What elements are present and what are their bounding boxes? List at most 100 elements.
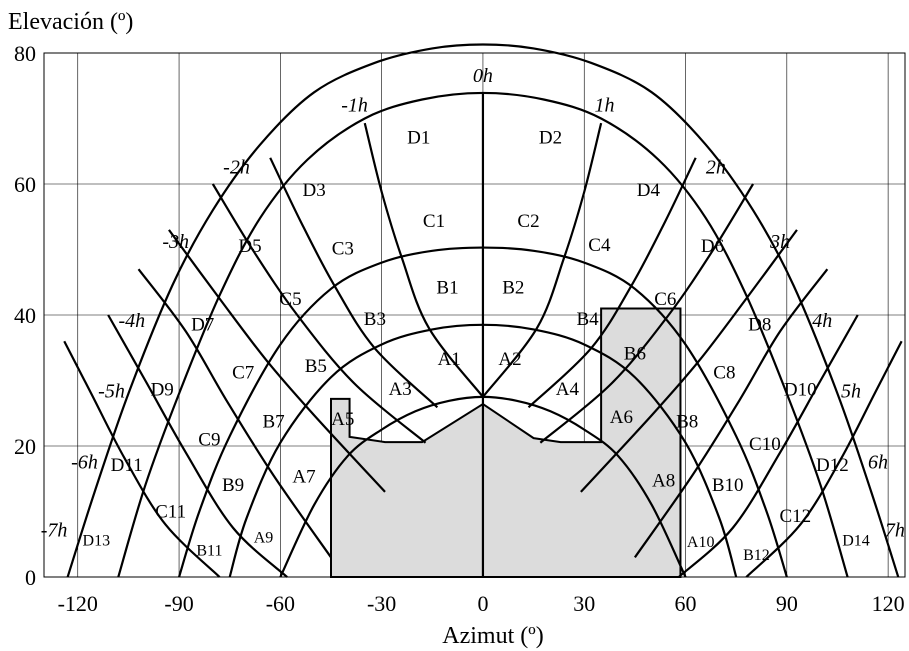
zone-label-B10: B10 xyxy=(712,475,744,496)
zone-label-C5: C5 xyxy=(279,289,301,310)
zone-label-A2: A2 xyxy=(498,349,521,370)
hour-line-2h xyxy=(527,157,697,409)
hour-line--7h xyxy=(63,340,221,578)
zone-label-B1: B1 xyxy=(436,277,458,298)
zone-label-B7: B7 xyxy=(263,412,285,433)
zone-label-D10: D10 xyxy=(784,380,817,401)
hour-label--6h: -6h xyxy=(71,451,98,473)
x-tick-label--90: -90 xyxy=(164,591,193,616)
zone-label-D8: D8 xyxy=(748,315,771,336)
hour-label-3h: 3h xyxy=(769,231,790,253)
y-tick-label-40: 40 xyxy=(14,303,36,328)
hour-line--4h xyxy=(168,229,386,493)
hour-label--7h: -7h xyxy=(41,519,68,541)
zone-label-C11: C11 xyxy=(155,501,186,522)
zone-label-A8: A8 xyxy=(652,471,675,492)
sun-path-curves xyxy=(63,43,903,578)
zone-label-C2: C2 xyxy=(517,211,539,232)
y-tick-label-60: 60 xyxy=(14,172,36,197)
hour-line-4h xyxy=(580,229,798,493)
hour-label-5h: 5h xyxy=(841,381,861,403)
hour-label-0h: 0h xyxy=(473,65,493,87)
x-tick-label--120: -120 xyxy=(58,591,98,616)
hour-line-6h xyxy=(678,314,859,578)
zone-label-B3: B3 xyxy=(364,309,386,330)
hour-label--1h: -1h xyxy=(341,94,368,116)
zone-label-C3: C3 xyxy=(332,239,354,260)
zone-label-A6: A6 xyxy=(610,407,633,428)
zone-label-C9: C9 xyxy=(198,429,220,450)
zone-label-D5: D5 xyxy=(238,236,261,257)
y-tick-label-0: 0 xyxy=(25,565,36,590)
zone-label-C1: C1 xyxy=(423,211,445,232)
zone-label-D12: D12 xyxy=(816,455,849,476)
zone-label-B6: B6 xyxy=(624,344,646,365)
horizon-obstruction-layer xyxy=(330,307,682,578)
zone-label-D3: D3 xyxy=(302,180,325,201)
zone-label-C12: C12 xyxy=(779,506,811,527)
zone-label-D2: D2 xyxy=(539,127,562,148)
x-tick-label-90: 90 xyxy=(776,591,798,616)
zone-label-C7: C7 xyxy=(232,363,254,384)
zone-label-D14: D14 xyxy=(842,533,870,550)
zone-label-A7: A7 xyxy=(292,467,315,488)
sun-path-E xyxy=(66,43,900,578)
y-tick-label-20: 20 xyxy=(14,434,36,459)
hour-label-7h: 7h xyxy=(885,519,905,541)
zone-label-D9: D9 xyxy=(151,380,174,401)
zone-label-C4: C4 xyxy=(588,235,611,256)
x-tick-label--60: -60 xyxy=(266,591,295,616)
hour-line-7h xyxy=(745,340,903,578)
hour-line--6h xyxy=(107,314,288,578)
hour-label--4h: -4h xyxy=(118,310,145,332)
hour-label-6h: 6h xyxy=(868,451,888,473)
hour-line-3h xyxy=(539,183,755,444)
x-tick-label-60: 60 xyxy=(675,591,697,616)
zone-label-B8: B8 xyxy=(676,412,698,433)
hour-line--2h xyxy=(269,157,439,409)
x-tick-label-120: 120 xyxy=(872,591,905,616)
zone-label-D7: D7 xyxy=(191,315,214,336)
zone-label-D1: D1 xyxy=(407,127,430,148)
zone-label-C6: C6 xyxy=(654,289,676,310)
zone-label-D13: D13 xyxy=(83,533,111,550)
zone-label-D6: D6 xyxy=(701,236,724,257)
hour-label--5h: -5h xyxy=(98,381,125,403)
hour-label-2h: 2h xyxy=(706,157,726,179)
hour-line--3h xyxy=(211,183,427,444)
zone-label-A1: A1 xyxy=(438,349,461,370)
zone-label-A4: A4 xyxy=(556,379,580,400)
zone-label-A5: A5 xyxy=(331,409,354,430)
x-tick-label--30: -30 xyxy=(367,591,396,616)
zone-label-B11: B11 xyxy=(196,542,222,559)
zone-label-D11: D11 xyxy=(111,455,143,476)
hour-line--5h xyxy=(137,268,332,558)
hour-line--1h xyxy=(363,122,484,398)
chart-labels: D1 D2 D3 D4 D5 D6 D7 D8 D9 D10 D11 D12 D13 D14 C1 C2 C3 C… xyxy=(41,65,905,564)
y-tick-label-80: 80 xyxy=(14,41,36,66)
zone-label-B4: B4 xyxy=(577,309,600,330)
zone-label-A10: A10 xyxy=(687,534,715,551)
zone-label-C10: C10 xyxy=(749,434,781,455)
horizon-obstruction xyxy=(330,307,682,578)
y-axis-title: Elevación (º) xyxy=(8,9,133,35)
x-tick-label-0: 0 xyxy=(477,591,488,616)
zone-label-A3: A3 xyxy=(389,379,412,400)
zone-label-B5: B5 xyxy=(305,356,327,377)
hour-label-1h: 1h xyxy=(595,94,615,116)
x-axis-title: Azimut (º) xyxy=(442,623,543,649)
axes: -120 -90 -60 -30 0 30 60 90 120 0 20 40 60 80 xyxy=(14,41,905,616)
hour-label--2h: -2h xyxy=(223,157,250,179)
zone-label-B12: B12 xyxy=(743,547,770,564)
zone-label-D4: D4 xyxy=(637,180,661,201)
hour-line-1h xyxy=(482,122,603,398)
zone-label-A9: A9 xyxy=(254,529,274,546)
zone-label-B9: B9 xyxy=(222,475,244,496)
hour-label--3h: -3h xyxy=(162,231,189,253)
x-tick-label-30: 30 xyxy=(573,591,595,616)
zone-label-C8: C8 xyxy=(713,363,735,384)
hour-label-4h: 4h xyxy=(812,310,832,332)
zone-label-B2: B2 xyxy=(502,277,524,298)
hour-line-5h xyxy=(633,268,829,558)
